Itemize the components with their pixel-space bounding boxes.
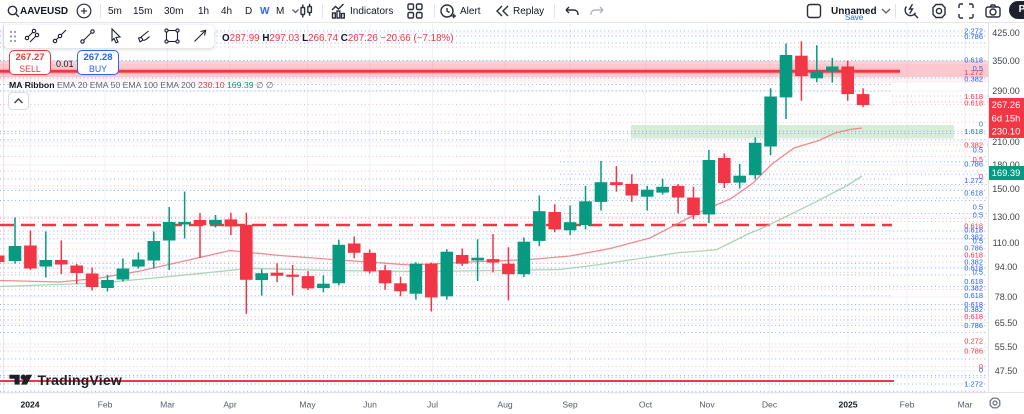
svg-text:Feb: Feb [900, 400, 915, 410]
svg-text:267.26: 267.26 [992, 99, 1021, 110]
svg-text:Oct: Oct [639, 400, 653, 410]
svg-text:0.618: 0.618 [964, 56, 983, 65]
svg-text:0.5: 0.5 [973, 237, 983, 246]
svg-text:0.382: 0.382 [964, 305, 983, 314]
svg-text:Jun: Jun [363, 400, 377, 410]
svg-text:180.00: 180.00 [992, 160, 1020, 170]
svg-text:0.618: 0.618 [964, 277, 983, 286]
svg-text:2025: 2025 [838, 400, 857, 410]
svg-text:0: 0 [979, 362, 983, 371]
svg-text:1.272: 1.272 [964, 380, 983, 389]
svg-text:150.00: 150.00 [992, 184, 1020, 194]
svg-text:0.5: 0.5 [973, 146, 983, 155]
svg-text:May: May [299, 400, 316, 410]
svg-text:65.50: 65.50 [995, 318, 1018, 328]
svg-text:210.00: 210.00 [992, 137, 1020, 147]
svg-text:0.786: 0.786 [964, 32, 983, 41]
svg-text:0.5: 0.5 [973, 203, 983, 212]
svg-text:0.618: 0.618 [964, 300, 983, 309]
svg-text:6d 15h: 6d 15h [992, 113, 1021, 124]
svg-text:0.786: 0.786 [964, 347, 983, 356]
svg-text:0.618: 0.618 [964, 222, 983, 231]
svg-text:0.5: 0.5 [973, 211, 983, 220]
svg-text:0.786: 0.786 [964, 244, 983, 253]
svg-text:55.50: 55.50 [995, 342, 1018, 352]
svg-text:0.5: 0.5 [973, 155, 983, 164]
svg-text:0.5: 0.5 [973, 64, 983, 73]
svg-text:0.618: 0.618 [964, 189, 983, 198]
svg-text:0.272: 0.272 [964, 337, 983, 346]
svg-text:0.382: 0.382 [964, 284, 983, 293]
svg-text:169.39: 169.39 [992, 167, 1021, 178]
svg-text:47.50: 47.50 [995, 366, 1018, 376]
svg-text:Dec: Dec [762, 400, 778, 410]
svg-text:0.618: 0.618 [964, 291, 983, 300]
svg-text:0.786: 0.786 [964, 160, 983, 169]
svg-text:2.272: 2.272 [964, 27, 983, 36]
svg-text:230.10: 230.10 [992, 125, 1021, 136]
svg-text:0.382: 0.382 [964, 75, 983, 84]
svg-text:0: 0 [979, 172, 983, 181]
svg-text:1.618: 1.618 [964, 92, 983, 101]
svg-text:Jul: Jul [427, 400, 438, 410]
svg-text:350.00: 350.00 [992, 56, 1020, 66]
svg-text:425.00: 425.00 [992, 28, 1020, 38]
svg-text:78.00: 78.00 [995, 292, 1018, 302]
svg-text:Mar: Mar [160, 400, 175, 410]
svg-text:1.618: 1.618 [964, 127, 983, 136]
svg-text:Feb: Feb [98, 400, 113, 410]
svg-text:Mar: Mar [958, 400, 973, 410]
svg-text:1.272: 1.272 [964, 68, 983, 77]
svg-text:0: 0 [979, 120, 983, 129]
svg-text:0.5: 0.5 [973, 268, 983, 277]
svg-text:0.618: 0.618 [964, 312, 983, 321]
svg-text:94.00: 94.00 [995, 262, 1018, 272]
svg-text:Aug: Aug [497, 400, 513, 410]
svg-text:TradingView: TradingView [38, 372, 122, 388]
svg-text:0.382: 0.382 [964, 141, 983, 150]
svg-text:0.618: 0.618 [964, 226, 983, 235]
svg-text:0.618: 0.618 [964, 264, 983, 273]
svg-text:290.00: 290.00 [992, 86, 1020, 96]
svg-text:2024: 2024 [20, 400, 39, 410]
svg-text:130.00: 130.00 [992, 212, 1020, 222]
svg-text:Nov: Nov [699, 400, 715, 410]
svg-text:0.618: 0.618 [964, 251, 983, 260]
svg-text:0.382: 0.382 [964, 258, 983, 267]
svg-text:1.272: 1.272 [964, 176, 983, 185]
svg-text:110.00: 110.00 [993, 238, 1020, 248]
svg-text:0.786: 0.786 [964, 321, 983, 330]
svg-text:0.618: 0.618 [964, 99, 983, 108]
svg-text:Apr: Apr [223, 400, 237, 410]
svg-text:0.382: 0.382 [964, 233, 983, 242]
svg-text:Sep: Sep [562, 400, 578, 410]
svg-text:0: 0 [979, 366, 983, 375]
